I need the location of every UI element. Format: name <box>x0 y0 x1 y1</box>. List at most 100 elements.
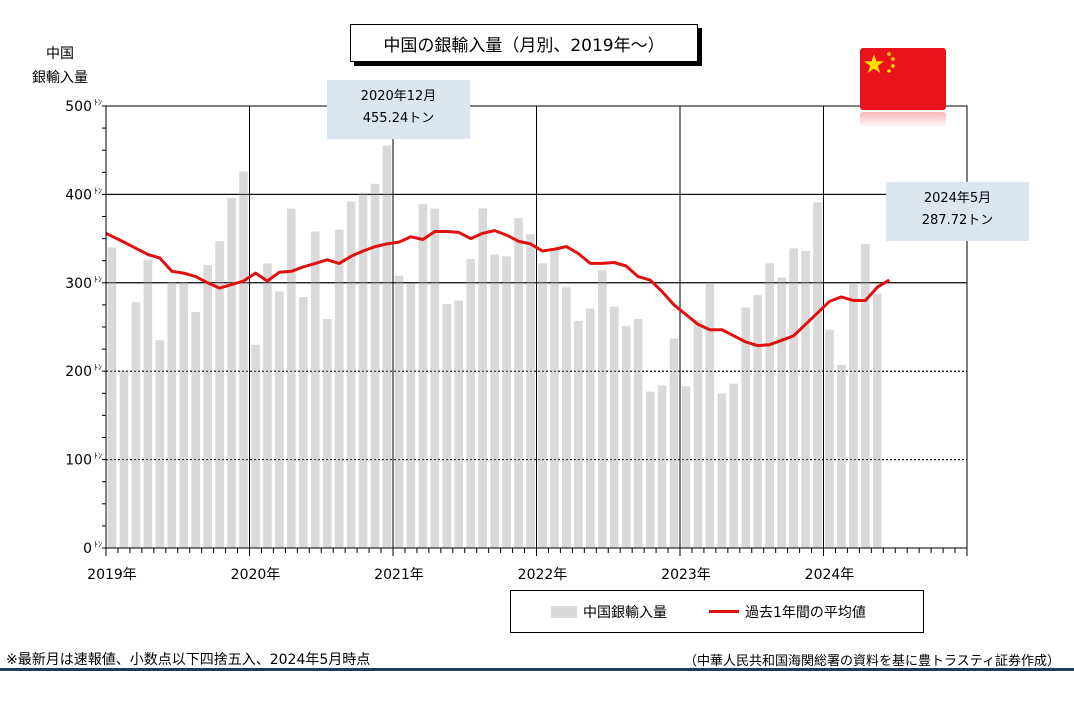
chart-title-text: 中国の銀輸入量（月別、2019年～） <box>383 35 665 56</box>
bar-32 <box>490 254 499 548</box>
bars <box>107 145 882 549</box>
flag-reflection <box>860 112 946 128</box>
bar-52 <box>729 383 739 548</box>
chart-title: 中国の銀輸入量（月別、2019年～） <box>350 24 698 62</box>
callout-peak-date: 2020年12月 <box>360 89 437 104</box>
bar-28 <box>442 304 452 548</box>
bar-34 <box>514 218 523 548</box>
legend-swatch-bars <box>551 605 577 618</box>
bar-4 <box>155 340 165 548</box>
bar-29 <box>454 300 464 548</box>
bar-43 <box>621 326 631 548</box>
bar-12 <box>251 344 260 548</box>
callout-latest-date: 2024年5月 <box>923 191 992 206</box>
y-tick-label-0: 0 <box>83 541 92 557</box>
x-year-label-1: 2020年 <box>231 567 281 583</box>
bar-2 <box>131 302 141 548</box>
flag-small-star-1 <box>887 52 891 56</box>
legend-swatch-line <box>709 610 739 613</box>
callout-peak: 2020年12月 455.24トン <box>327 80 470 139</box>
bar-8 <box>203 265 212 548</box>
callout-latest-value: 287.72トン <box>921 213 994 228</box>
bar-11 <box>239 171 248 548</box>
x-year-label-0: 2019年 <box>87 567 137 583</box>
y-tick-unit-300: ﾄﾝ <box>94 275 102 284</box>
bar-14 <box>275 291 284 548</box>
bar-23 <box>382 145 392 548</box>
bar-44 <box>633 319 643 548</box>
x-year-label-2: 2021年 <box>374 567 424 583</box>
callout-latest: 2024年5月 287.72トン <box>886 182 1029 241</box>
bar-36 <box>538 263 547 548</box>
bar-10 <box>227 197 236 548</box>
bar-58 <box>801 250 810 548</box>
bar-24 <box>394 275 404 548</box>
average-line-layer <box>105 106 968 548</box>
bar-45 <box>645 391 655 548</box>
bar-53 <box>741 307 751 548</box>
bar-6 <box>179 281 189 548</box>
bar-60 <box>825 329 834 548</box>
y-tick-unit-0: ﾄﾝ <box>94 540 102 549</box>
bar-63 <box>861 243 870 549</box>
bar-19 <box>334 229 344 548</box>
y-tick-label-100: 100 <box>65 453 92 469</box>
china-flag-icon <box>860 48 946 110</box>
bar-64 <box>873 293 882 548</box>
y-tick-label-300: 300 <box>65 276 92 292</box>
bar-31 <box>478 208 487 548</box>
bar-27 <box>430 208 440 548</box>
bar-46 <box>657 385 667 548</box>
flag-large-star <box>864 54 884 73</box>
bar-26 <box>418 204 428 548</box>
bar-47 <box>669 338 679 548</box>
y-tick-label-400: 400 <box>65 187 92 203</box>
bar-7 <box>191 311 200 548</box>
bar-33 <box>502 256 511 548</box>
bar-22 <box>370 183 380 549</box>
bar-62 <box>849 282 858 548</box>
bar-54 <box>753 295 763 548</box>
y-tick-unit-100: ﾄﾝ <box>94 452 102 461</box>
bar-38 <box>562 287 571 548</box>
bar-30 <box>466 258 476 548</box>
y-axis-label-line2: 銀輸入量 <box>32 70 88 86</box>
legend-label-line: 過去1年間の平均値 <box>745 604 866 621</box>
bar-9 <box>215 241 224 548</box>
bar-25 <box>406 283 416 548</box>
x-year-label-3: 2022年 <box>518 567 568 583</box>
bar-35 <box>526 234 535 548</box>
bar-41 <box>597 270 607 548</box>
bar-20 <box>346 201 356 549</box>
bar-5 <box>167 281 177 548</box>
bar-0 <box>107 247 117 548</box>
bar-17 <box>310 231 320 548</box>
flag-small-star-3 <box>891 64 895 68</box>
source-note: （中華人民共和国海関総署の資料を基に豊トラスティ証券作成） <box>684 654 1060 669</box>
flag-small-star-2 <box>891 57 895 61</box>
y-axis-label-line1: 中国 <box>46 46 74 62</box>
legend-item-line: 過去1年間の平均値 <box>667 602 866 622</box>
y-tick-label-200: 200 <box>65 364 92 380</box>
y-tick-unit-400: ﾄﾝ <box>94 186 102 195</box>
bar-55 <box>765 263 774 548</box>
x-year-label-4: 2023年 <box>661 567 711 583</box>
bar-37 <box>550 250 559 549</box>
y-tick-label-500: 500 <box>65 99 92 115</box>
bar-57 <box>789 248 798 548</box>
bar-50 <box>705 282 715 548</box>
bar-21 <box>358 192 368 548</box>
bar-18 <box>322 319 332 548</box>
bar-61 <box>837 365 846 548</box>
bar-56 <box>777 277 786 548</box>
bar-3 <box>143 259 153 548</box>
bar-48 <box>681 386 691 548</box>
bar-51 <box>717 393 727 548</box>
bar-16 <box>299 296 308 548</box>
y-tick-unit-200: ﾄﾝ <box>94 363 102 372</box>
x-year-label-5: 2024年 <box>805 567 855 583</box>
average-line <box>105 229 891 348</box>
bar-42 <box>609 306 619 548</box>
